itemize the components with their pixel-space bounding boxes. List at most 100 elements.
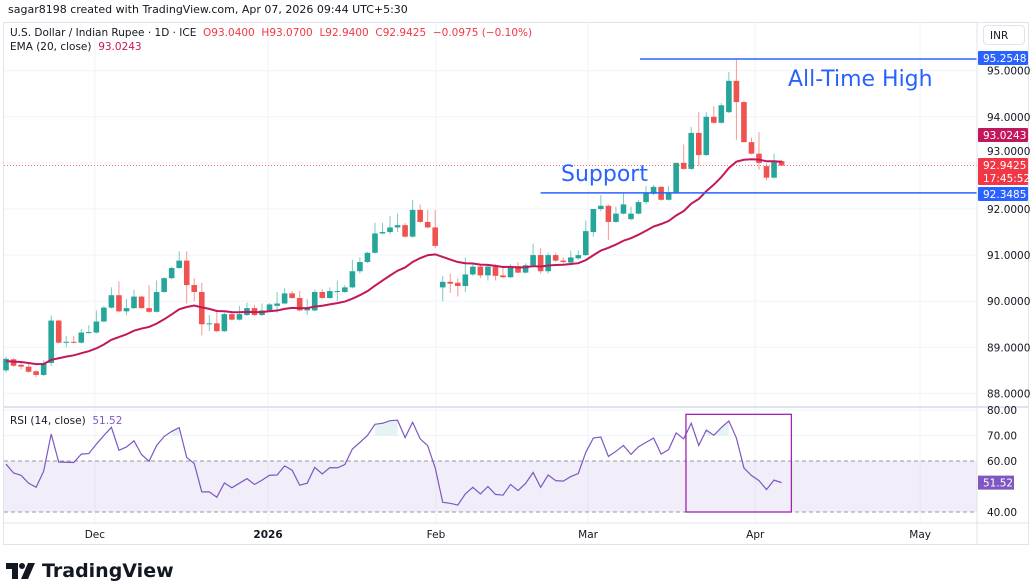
candle (703, 112, 710, 156)
rsi-tick-label: 60.00 (987, 456, 1017, 468)
candle (620, 192, 627, 215)
candle (146, 285, 152, 313)
candle-body (274, 303, 280, 306)
candle-body (138, 296, 145, 309)
candle (560, 257, 567, 264)
candle-body (537, 255, 544, 272)
countdown-label: 17:45:52 (983, 173, 1030, 185)
candle (590, 209, 597, 237)
candle (311, 289, 318, 312)
price-tick-label: 93.0000 (987, 146, 1030, 158)
candle-body (326, 291, 333, 298)
currency-button[interactable]: INR (983, 25, 1025, 45)
candle-body (771, 161, 777, 178)
candle-body (372, 233, 378, 253)
candle (214, 309, 220, 333)
candle (364, 251, 371, 263)
candle-body (778, 161, 785, 166)
candle (33, 370, 39, 378)
symbol-legend[interactable]: U.S. Dollar / Indian Rupee · 1D · ICE O9… (10, 27, 532, 39)
price-tick-label: 92.0000 (987, 204, 1030, 216)
candle-body (191, 285, 198, 292)
support-label: Support (561, 162, 648, 187)
candle-body (680, 162, 687, 169)
candle-body (108, 295, 115, 308)
candle-body (3, 358, 9, 371)
candle (161, 277, 167, 293)
price-badge-value: 92.9425 (983, 160, 1026, 172)
candle (244, 302, 250, 316)
candle (304, 298, 310, 316)
candle-body (763, 166, 770, 178)
candle (251, 304, 258, 316)
candle-body (726, 80, 732, 113)
candle (326, 287, 333, 299)
rsi-tick-label: 40.00 (987, 507, 1017, 519)
candle-body (718, 105, 725, 123)
candle-body (349, 271, 356, 288)
candle (424, 209, 431, 229)
candle (575, 250, 582, 260)
candle-body (530, 255, 536, 266)
candle (470, 264, 476, 276)
price-tick-label: 91.0000 (987, 250, 1030, 262)
candle-body (439, 281, 446, 288)
candle (530, 243, 536, 267)
rsi-line-group (5, 419, 782, 506)
candle (605, 204, 612, 240)
price-tick-label: 89.0000 (987, 342, 1030, 354)
candle-body (500, 275, 506, 278)
candle (485, 264, 491, 281)
time-tick-label: 2026 (253, 529, 282, 541)
candle (673, 162, 679, 194)
candle (379, 222, 386, 235)
price-badge (978, 128, 1028, 142)
candle-body (63, 341, 70, 343)
candle (342, 285, 348, 293)
ema-legend[interactable]: EMA (20, close) 93.0243 (10, 41, 142, 53)
candle (402, 222, 408, 238)
candle-body (342, 287, 348, 292)
candle (138, 295, 145, 309)
candle-body (123, 308, 130, 312)
candle (394, 213, 401, 233)
candle (86, 325, 92, 334)
rsi-legend[interactable]: RSI (14, close) 51.52 (10, 415, 122, 427)
candle-body (281, 293, 288, 304)
candle (748, 137, 755, 155)
candle-body (688, 132, 695, 169)
candle-body (620, 204, 627, 214)
candle-body (364, 252, 371, 263)
candle-body (25, 366, 32, 372)
candle (55, 319, 62, 344)
tradingview-logo[interactable]: TradingView (6, 560, 174, 582)
rsi-overbought-fill (706, 420, 729, 436)
candle-body (628, 213, 634, 220)
candle-body (334, 291, 341, 293)
candle (274, 291, 280, 313)
candle-body (643, 192, 649, 203)
time-tick-label: Apr (746, 529, 765, 541)
candle-body (635, 202, 642, 214)
candle (537, 248, 544, 274)
candle-body (78, 332, 85, 343)
candle-body (507, 266, 514, 278)
price-badge-value: 93.0243 (983, 130, 1026, 142)
candle-body (455, 282, 461, 286)
rsi-tick-label: 80.00 (987, 405, 1017, 417)
candle-body (470, 266, 476, 275)
candle-body (756, 153, 762, 163)
candle-body (289, 293, 295, 298)
candle-body (214, 323, 220, 332)
candle-body (379, 232, 386, 234)
candle (289, 291, 295, 299)
candle-body (695, 132, 702, 156)
rsi-badge-value: 51.52 (983, 478, 1013, 490)
candle (726, 72, 732, 114)
candle (756, 132, 762, 170)
candle (409, 199, 416, 238)
candle (116, 281, 122, 313)
candle-body (650, 186, 657, 194)
candle-body (86, 332, 92, 334)
